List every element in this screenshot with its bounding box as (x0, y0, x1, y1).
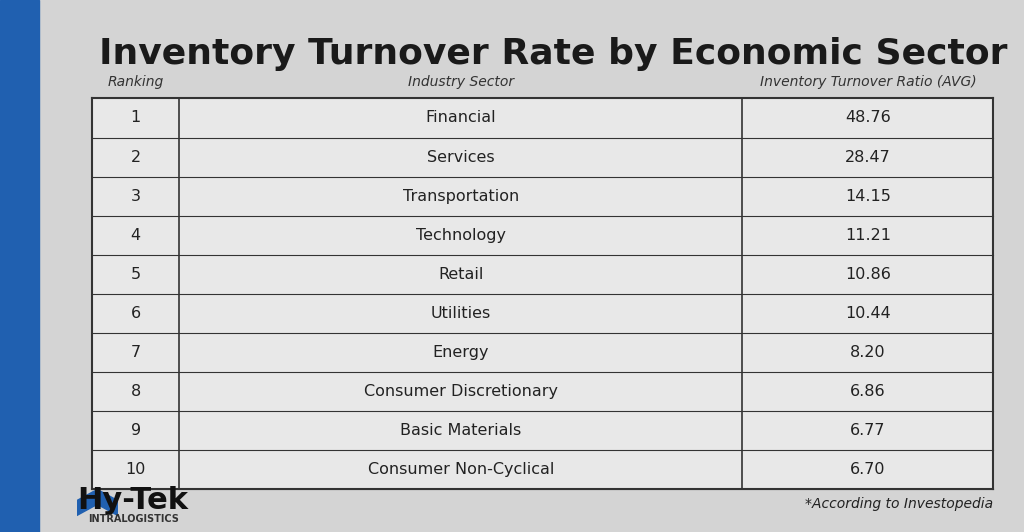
Polygon shape (77, 489, 118, 516)
Text: Ranking: Ranking (108, 76, 164, 89)
Text: Inventory Turnover Rate by Economic Sector: Inventory Turnover Rate by Economic Sect… (98, 37, 1008, 71)
Text: 9: 9 (131, 423, 140, 438)
Text: Industry Sector: Industry Sector (408, 76, 514, 89)
Text: 10.44: 10.44 (845, 306, 891, 321)
Text: Utilities: Utilities (431, 306, 490, 321)
Text: 6.86: 6.86 (850, 384, 886, 399)
Text: 6.70: 6.70 (850, 462, 886, 477)
Text: Energy: Energy (432, 345, 489, 360)
Text: Inventory Turnover Ratio (AVG): Inventory Turnover Ratio (AVG) (760, 76, 976, 89)
Text: Transportation: Transportation (402, 189, 519, 204)
Text: INTRALOGISTICS: INTRALOGISTICS (88, 514, 178, 523)
Text: 8.20: 8.20 (850, 345, 886, 360)
Text: 6.77: 6.77 (850, 423, 886, 438)
Text: 48.76: 48.76 (845, 111, 891, 126)
Text: 2: 2 (131, 149, 140, 164)
Text: 4: 4 (131, 228, 140, 243)
Text: 10.86: 10.86 (845, 267, 891, 282)
Text: Retail: Retail (438, 267, 483, 282)
Text: 14.15: 14.15 (845, 189, 891, 204)
Text: 1: 1 (130, 111, 141, 126)
Text: Consumer Non-Cyclical: Consumer Non-Cyclical (368, 462, 554, 477)
Text: 5: 5 (131, 267, 140, 282)
Text: Services: Services (427, 149, 495, 164)
Text: Technology: Technology (416, 228, 506, 243)
Text: 8: 8 (130, 384, 141, 399)
Text: 6: 6 (131, 306, 140, 321)
Text: 10: 10 (126, 462, 145, 477)
Text: 11.21: 11.21 (845, 228, 891, 243)
Text: 28.47: 28.47 (845, 149, 891, 164)
Text: 3: 3 (131, 189, 140, 204)
Text: Financial: Financial (426, 111, 496, 126)
Text: *According to Investopedia: *According to Investopedia (805, 497, 993, 511)
Text: Hy-Tek: Hy-Tek (78, 486, 188, 514)
Text: 7: 7 (131, 345, 140, 360)
Text: Basic Materials: Basic Materials (400, 423, 521, 438)
Text: Consumer Discretionary: Consumer Discretionary (364, 384, 558, 399)
